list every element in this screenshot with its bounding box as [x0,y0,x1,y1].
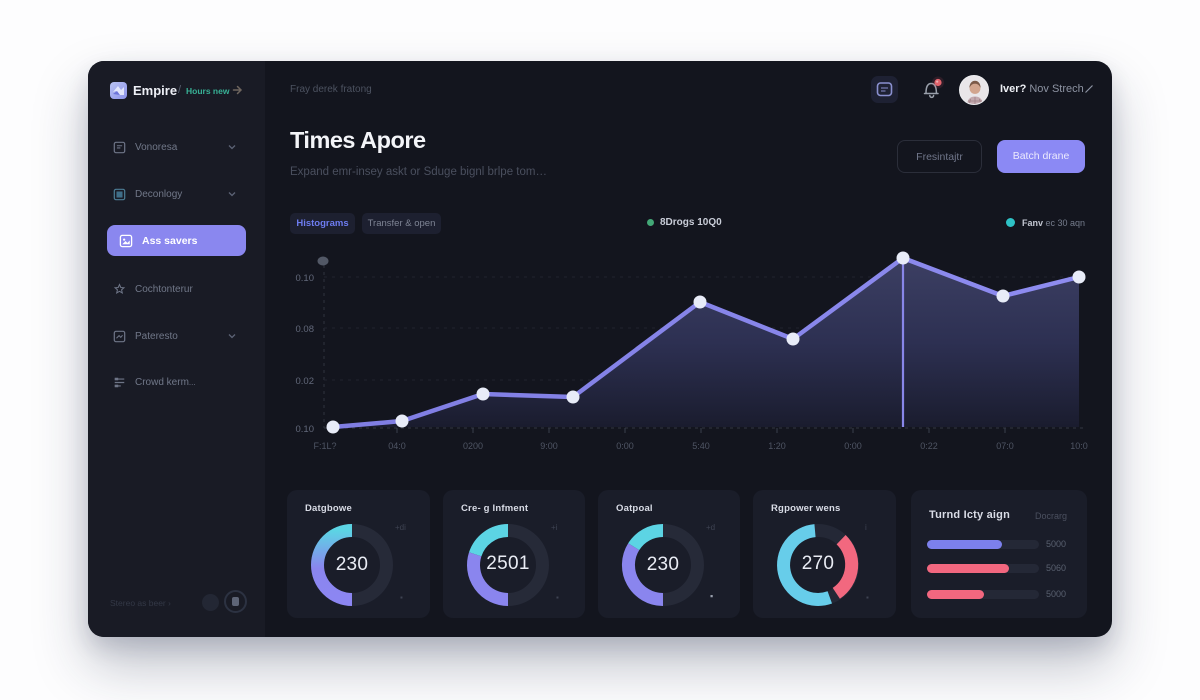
svg-text:0.10: 0.10 [296,273,315,284]
svg-text:07:0: 07:0 [996,441,1014,451]
svg-text:10:0: 10:0 [1070,441,1088,451]
svg-text:5:40: 5:40 [692,441,710,451]
svg-text:04:0: 04:0 [388,441,406,451]
svg-text:0.02: 0.02 [296,376,315,387]
svg-text:0:22: 0:22 [920,441,938,451]
svg-text:1:20: 1:20 [768,441,786,451]
svg-text:9:00: 9:00 [540,441,558,451]
svg-text:0.10: 0.10 [296,424,315,435]
svg-text:0:00: 0:00 [844,441,862,451]
svg-text:F:1L?: F:1L? [313,441,336,451]
svg-text:0.08: 0.08 [296,324,315,335]
svg-text:0200: 0200 [463,441,483,451]
svg-text:0:00: 0:00 [616,441,634,451]
